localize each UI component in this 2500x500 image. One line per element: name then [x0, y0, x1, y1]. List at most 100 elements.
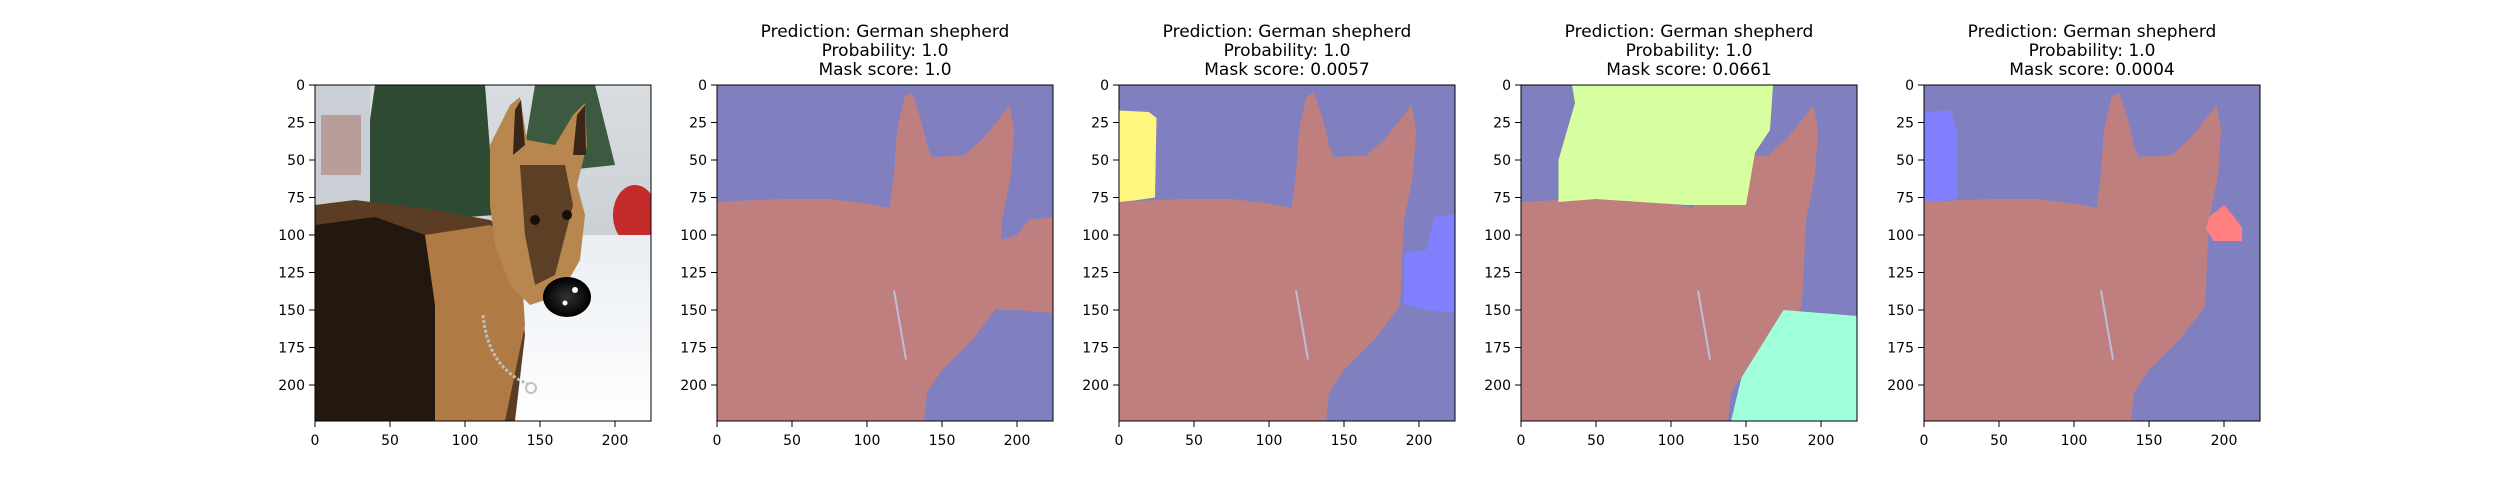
y-tick-label: 50 — [287, 153, 305, 169]
y-tick-label: 75 — [1896, 191, 1914, 207]
panel-3: 0 50 100 150 200 0 25 50 75 100 125 150 175 200 Predic… — [1082, 22, 1456, 449]
x-tick-label: 150 — [2136, 433, 2163, 449]
y-tick-label: 50 — [689, 153, 707, 169]
y-tick-label: 175 — [1484, 341, 1511, 357]
x-tick-label: 100 — [1256, 433, 1283, 449]
x-tick-label: 200 — [1004, 433, 1031, 449]
x-tick-label: 50 — [1990, 433, 2008, 449]
panel-title-line-3: Mask score: 0.0661 — [1606, 60, 1771, 80]
y-tick-label: 0 — [698, 78, 707, 94]
y-tick-label: 75 — [287, 191, 305, 207]
y-tick-label: 125 — [1082, 266, 1109, 282]
mask-extra-region-2 — [1731, 310, 1857, 421]
photo-window — [321, 115, 361, 175]
y-tick-label: 50 — [1493, 153, 1511, 169]
mask-extra-region-1 — [1924, 110, 1957, 202]
dog-nose — [543, 277, 591, 317]
x-tick-label: 0 — [1920, 433, 1929, 449]
x-tick-label: 200 — [602, 433, 629, 449]
x-tick-label: 200 — [1808, 433, 1835, 449]
y-tick-label: 50 — [1896, 153, 1914, 169]
dog-muzzle-mask — [520, 165, 573, 285]
mask-extra-region-2 — [1404, 214, 1455, 313]
x-tick-label: 150 — [929, 433, 956, 449]
y-tick-label: 125 — [680, 266, 707, 282]
dog-collar — [481, 314, 531, 387]
panel-image-2 — [717, 85, 1053, 421]
dog-eye — [530, 215, 540, 225]
y-tick-label: 25 — [689, 116, 707, 132]
panel-title-line-2: Probability: 1.0 — [822, 41, 949, 61]
x-tick-label: 100 — [452, 433, 479, 449]
mask-collar-artifact — [893, 290, 907, 360]
y-tick-label: 75 — [689, 191, 707, 207]
y-tick-label: 150 — [278, 303, 305, 319]
panel-title-line-1: Prediction: German shepherd — [1163, 22, 1412, 42]
panel-title-line-3: Mask score: 0.0004 — [2009, 60, 2174, 80]
y-tick-label: 100 — [278, 228, 305, 244]
y-tick-label: 150 — [1887, 303, 1914, 319]
mask-collar-artifact — [2100, 290, 2114, 360]
mask-dog-region — [1924, 92, 2221, 421]
panel-title-line-1: Prediction: German shepherd — [1968, 22, 2217, 42]
dog-eye — [562, 210, 572, 220]
snow-on-nose — [562, 300, 568, 306]
y-tick-label: 0 — [1502, 78, 1511, 94]
dog-chest — [425, 225, 525, 421]
panel-title-line-3: Mask score: 1.0 — [818, 60, 951, 80]
axes-frame — [314, 84, 652, 422]
x-tick-label: 100 — [2061, 433, 2088, 449]
panel-4: 0 50 100 150 200 0 25 50 75 100 125 150 175 200 Predic… — [1484, 22, 1858, 449]
panel-image-3 — [1119, 85, 1455, 421]
mask-dog-region — [717, 92, 1014, 421]
dog-saddle — [315, 217, 445, 421]
photo-tree — [355, 85, 495, 225]
panel-1: 0 50 100 150 200 0 25 50 75 100 125 150 175 200 — [278, 78, 652, 449]
collar-ring — [525, 382, 537, 394]
y-tick-label: 75 — [1493, 191, 1511, 207]
axes-frame — [1118, 84, 1456, 422]
axes-frame — [1923, 84, 2261, 422]
panel-title-line-2: Probability: 1.0 — [1626, 41, 1753, 61]
panel-title-line-1: Prediction: German shepherd — [1565, 22, 1814, 42]
y-tick-label: 175 — [1082, 341, 1109, 357]
y-tick-label: 25 — [1091, 116, 1109, 132]
panel-title-line-3: Mask score: 0.0057 — [1204, 60, 1369, 80]
y-tick-label: 100 — [1887, 228, 1914, 244]
x-tick-label: 50 — [1587, 433, 1605, 449]
y-tick-label: 100 — [680, 228, 707, 244]
panel-title-line-2: Probability: 1.0 — [2029, 41, 2156, 61]
y-tick-label: 50 — [1091, 153, 1109, 169]
y-tick-label: 200 — [680, 378, 707, 394]
x-tick-label: 50 — [783, 433, 801, 449]
axes-frame — [716, 84, 1054, 422]
y-tick-label: 100 — [1082, 228, 1109, 244]
x-tick-label: 150 — [1733, 433, 1760, 449]
y-tick-label: 125 — [278, 266, 305, 282]
x-tick-label: 100 — [1658, 433, 1685, 449]
y-tick-label: 200 — [1082, 378, 1109, 394]
x-tick-label: 0 — [1517, 433, 1526, 449]
panel-image-1 — [315, 85, 651, 421]
y-tick-label: 175 — [278, 341, 305, 357]
y-tick-label: 25 — [1896, 116, 1914, 132]
mask-extra-region-2 — [2206, 205, 2242, 241]
x-tick-label: 200 — [2211, 433, 2238, 449]
x-tick-label: 150 — [1331, 433, 1358, 449]
panel-2: 0 50 100 150 200 0 25 50 75 100 125 150 175 200 Predic… — [680, 22, 1054, 449]
x-tick-label: 100 — [854, 433, 881, 449]
panel-image-5 — [1924, 85, 2260, 421]
y-tick-label: 75 — [1091, 191, 1109, 207]
y-tick-label: 100 — [1484, 228, 1511, 244]
mask-extra-region-1 — [1119, 110, 1157, 202]
dog-ear — [573, 105, 586, 155]
mask-extra-region-1 — [997, 217, 1053, 313]
y-tick-label: 0 — [296, 78, 305, 94]
x-tick-label: 150 — [527, 433, 554, 449]
dog-ear — [513, 100, 525, 155]
panel-title-line-1: Prediction: German shepherd — [761, 22, 1010, 42]
y-tick-label: 125 — [1887, 266, 1914, 282]
mask-collar-artifact — [1697, 290, 1711, 360]
y-tick-label: 150 — [1082, 303, 1109, 319]
